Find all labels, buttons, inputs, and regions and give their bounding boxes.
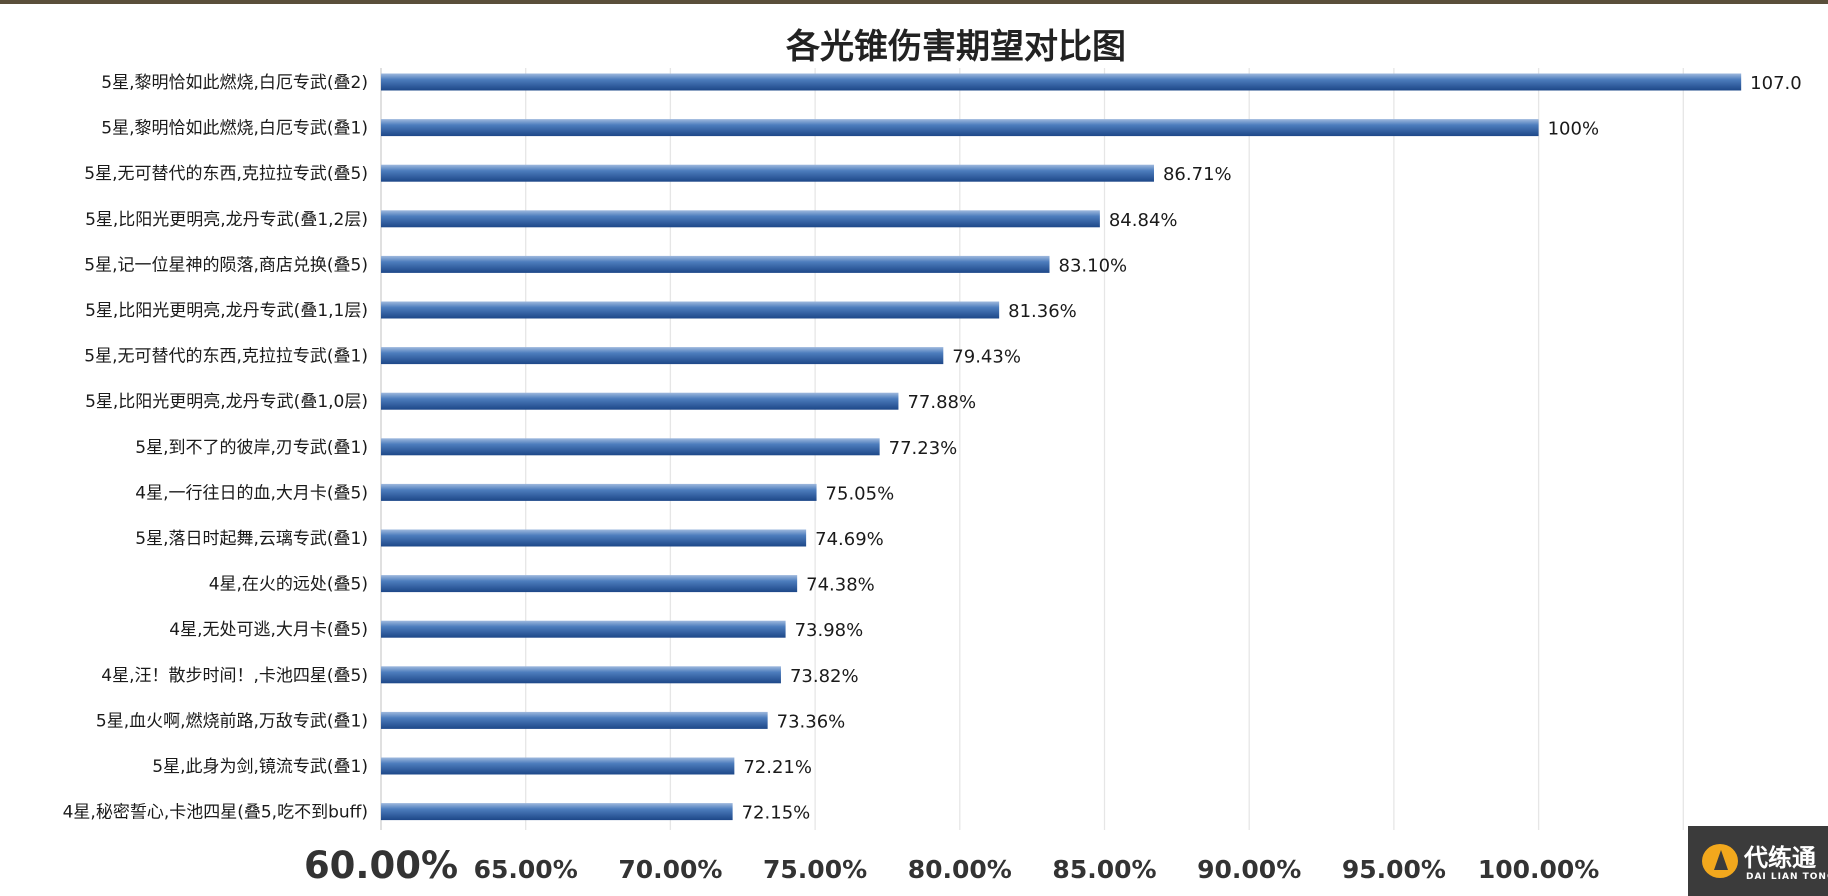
data-label: 81.36%: [1008, 301, 1077, 322]
bar: [381, 438, 880, 456]
bars: [381, 73, 1742, 821]
data-label: 77.88%: [907, 392, 976, 413]
chart-title: 各光锥伤害期望对比图: [786, 27, 1126, 67]
data-label: 84.84%: [1109, 210, 1178, 231]
data-label: 74.38%: [806, 575, 875, 596]
category-label: 5星,黎明恰如此燃烧,白厄专武(叠2): [101, 73, 368, 93]
category-label: 5星,到不了的彼岸,刃专武(叠1): [135, 438, 368, 458]
category-label: 5星,无可替代的东西,克拉拉专武(叠1): [84, 347, 368, 367]
x-tick-label: 85.00%: [1052, 855, 1156, 884]
category-label: 4星,在火的远处(叠5): [209, 575, 368, 595]
bar: [381, 575, 798, 593]
bar: [381, 164, 1154, 182]
bar: [381, 666, 781, 684]
category-label: 5星,比阳光更明亮,龙丹专武(叠1,1层): [85, 301, 368, 321]
x-tick-label: 75.00%: [763, 855, 867, 884]
x-tick-label: 95.00%: [1342, 855, 1446, 884]
category-label: 5星,比阳光更明亮,龙丹专武(叠1,0层): [85, 392, 368, 412]
bar: [381, 119, 1539, 137]
category-label: 5星,血火啊,燃烧前路,万敌专武(叠1): [96, 711, 368, 731]
category-label: 5星,记一位星神的陨落,商店兑换(叠5): [84, 255, 368, 275]
bar: [381, 711, 768, 729]
category-label: 4星,秘密誓心,卡池四星(叠5,吃不到buff): [63, 803, 368, 823]
category-labels: 5星,黎明恰如此燃烧,白厄专武(叠2) 5星,黎明恰如此燃烧,白厄专武(叠1) 5星…: [63, 73, 368, 823]
x-tick-label: 100.00%: [1478, 855, 1600, 884]
logo-icon: [1702, 844, 1738, 878]
bar: [381, 620, 786, 638]
value-labels: 107.0 100% 86.71% 84.84% 83.10% 81.36% 79.43% 7…: [742, 73, 1802, 824]
x-tick-label: 80.00%: [908, 855, 1012, 884]
category-label: 5星,无可替代的东西,克拉拉专武(叠5): [84, 164, 368, 184]
bar: [381, 347, 944, 365]
x-axis-ticks: 60.00% 65.00% 70.00% 75.00% 80.00% 85.00% 90.0…: [304, 844, 1599, 887]
bar: [381, 803, 733, 821]
x-tick-label: 60.00%: [304, 844, 458, 887]
bar: [381, 210, 1100, 228]
data-label: 72.21%: [743, 757, 812, 778]
watermark-logo: 代练通 DAI LIAN TONG: [1688, 826, 1828, 896]
x-tick-label: 65.00%: [474, 855, 578, 884]
bar: [381, 757, 735, 775]
category-label: 4星,汪！散步时间！,卡池四星(叠5): [101, 666, 368, 686]
bar: [381, 301, 1000, 319]
data-label: 79.43%: [952, 347, 1021, 368]
data-label: 77.23%: [889, 438, 958, 459]
data-label: 73.82%: [790, 666, 859, 687]
category-label: 5星,黎明恰如此燃烧,白厄专武(叠1): [101, 119, 368, 139]
category-label: 5星,此身为剑,镜流专武(叠1): [152, 757, 368, 777]
x-tick-label: 70.00%: [618, 855, 722, 884]
data-label: 100%: [1548, 119, 1599, 140]
category-label: 5星,落日时起舞,云璃专武(叠1): [135, 529, 368, 549]
data-label: 86.71%: [1163, 164, 1232, 185]
logo-name: 代练通: [1744, 844, 1816, 872]
x-tick-label: 90.00%: [1197, 855, 1301, 884]
gridlines: [380, 68, 1684, 830]
data-label: 73.36%: [777, 711, 846, 732]
bar: [381, 392, 899, 410]
top-border: [0, 0, 1828, 4]
data-label: 72.15%: [742, 803, 811, 824]
data-label: 83.10%: [1059, 255, 1128, 276]
bar: [381, 73, 1742, 91]
bar: [381, 483, 817, 501]
data-label: 73.98%: [795, 620, 864, 641]
data-label: 74.69%: [815, 529, 884, 550]
category-label: 4星,一行往日的血,大月卡(叠5): [135, 483, 368, 503]
category-label: 4星,无处可逃,大月卡(叠5): [169, 620, 368, 640]
logo-subtitle: DAI LIAN TONG: [1746, 872, 1828, 882]
data-label: 75.05%: [826, 483, 895, 504]
data-label: 107.0: [1750, 73, 1802, 94]
bar: [381, 529, 807, 547]
bar: [381, 255, 1050, 273]
category-label: 5星,比阳光更明亮,龙丹专武(叠1,2层): [85, 210, 368, 230]
